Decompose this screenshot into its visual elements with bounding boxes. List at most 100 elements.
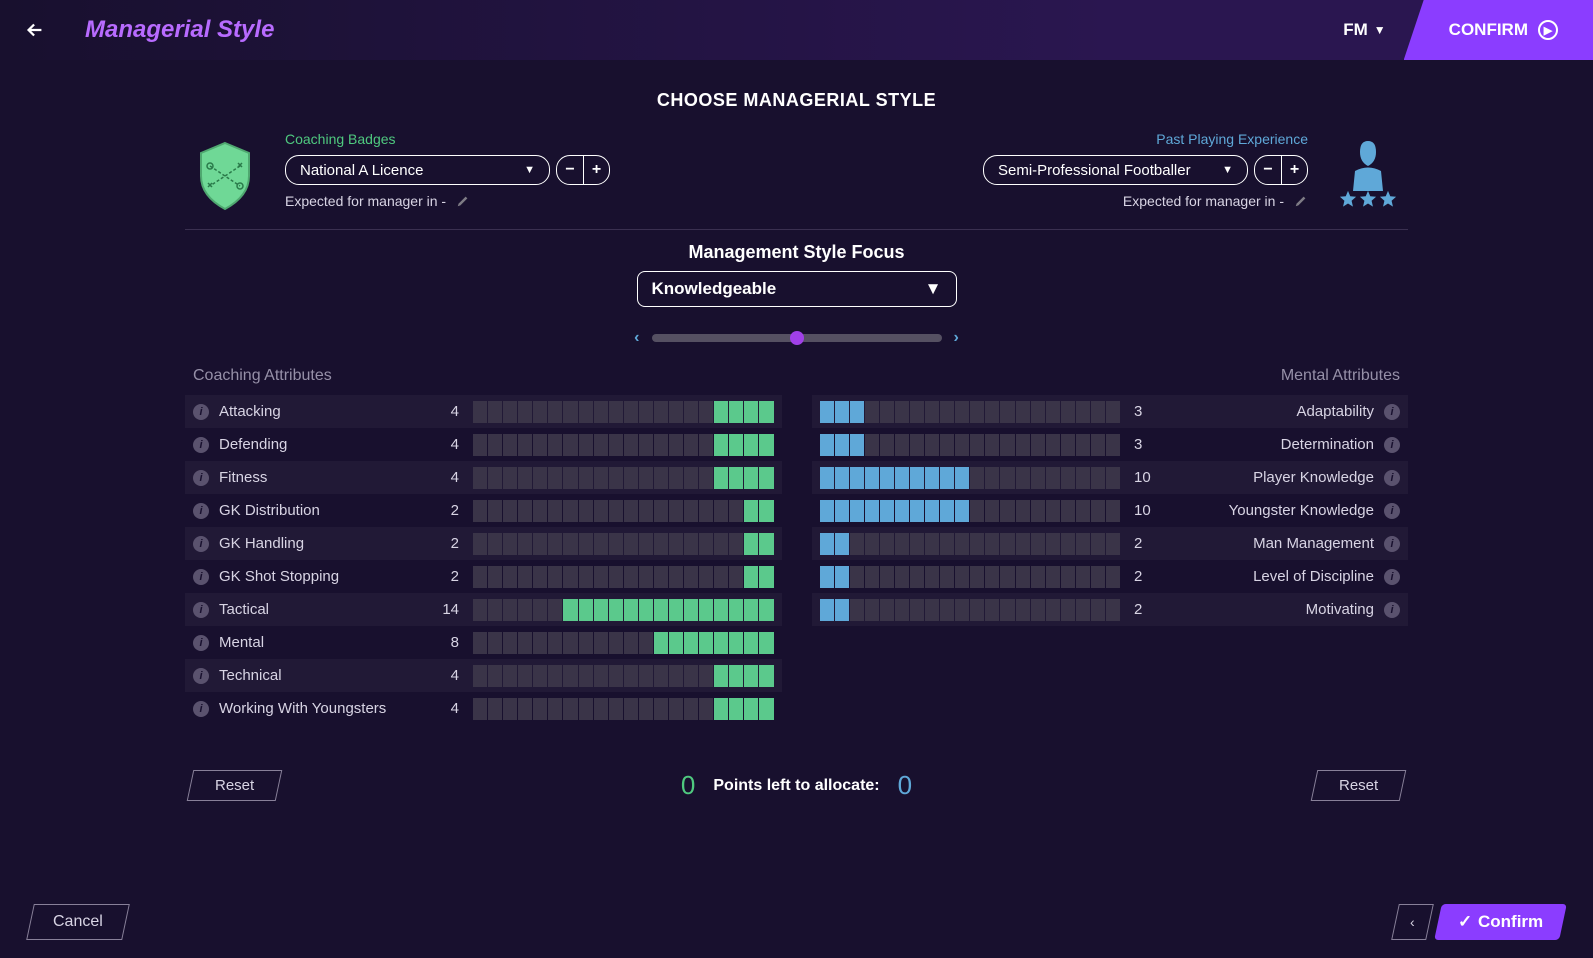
attribute-bar[interactable]: [820, 599, 1121, 621]
info-icon[interactable]: i: [193, 569, 209, 585]
attribute-bar[interactable]: [820, 500, 1121, 522]
info-icon[interactable]: i: [1384, 503, 1400, 519]
reset-mental-button[interactable]: Reset: [1311, 770, 1407, 801]
attribute-value: 2: [1134, 601, 1164, 618]
info-icon[interactable]: i: [1384, 536, 1400, 552]
mental-attrs-header: Mental Attributes: [812, 367, 1409, 385]
attribute-bar[interactable]: [820, 533, 1121, 555]
attribute-bar[interactable]: [473, 599, 774, 621]
slider-left[interactable]: ‹: [634, 329, 639, 347]
attribute-value: 2: [429, 502, 459, 519]
attribute-value: 10: [1134, 469, 1164, 486]
cancel-button[interactable]: Cancel: [26, 904, 129, 940]
coaching-expected: Expected for manager in -: [285, 193, 610, 209]
info-icon[interactable]: i: [193, 635, 209, 651]
attribute-bar[interactable]: [473, 467, 774, 489]
points-left: 0: [681, 770, 695, 801]
attribute-row: iDefending4: [185, 428, 782, 461]
info-icon[interactable]: i: [1384, 437, 1400, 453]
focus-select[interactable]: Knowledgeable ▼: [637, 271, 957, 307]
coaching-badges-column: Coaching Badges National A Licence ▼ − +…: [285, 131, 610, 209]
attribute-row: i Tactical 14: [185, 593, 782, 626]
attribute-bar[interactable]: [820, 566, 1121, 588]
slider-right[interactable]: ›: [954, 329, 959, 347]
attribute-bar[interactable]: [473, 566, 774, 588]
info-icon[interactable]: i: [193, 404, 209, 420]
attribute-row: iGK Shot Stopping2: [185, 560, 782, 593]
info-icon[interactable]: i: [1384, 404, 1400, 420]
info-icon[interactable]: i: [1384, 569, 1400, 585]
attribute-bar[interactable]: [473, 401, 774, 423]
attribute-name: Tactical: [219, 601, 419, 618]
attribute-name: GK Handling: [219, 535, 419, 552]
attribute-value: 14: [429, 601, 459, 618]
info-icon[interactable]: i: [193, 602, 209, 618]
attribute-bar[interactable]: [820, 467, 1121, 489]
info-icon[interactable]: i: [193, 701, 209, 717]
past-experience-minus[interactable]: −: [1255, 156, 1281, 184]
attribute-bar[interactable]: [820, 401, 1121, 423]
info-icon[interactable]: i: [193, 536, 209, 552]
attribute-name: Adaptability: [1174, 403, 1374, 420]
attribute-row: 2Level of Disciplinei: [812, 560, 1409, 593]
footer: Cancel ‹ ✓ Confirm: [0, 904, 1593, 940]
attribute-name: Mental: [219, 634, 419, 651]
focus-value: Knowledgeable: [652, 279, 777, 299]
past-experience-label: Past Playing Experience: [983, 131, 1308, 147]
points-allocate: 0 Points left to allocate: 0: [681, 770, 912, 801]
attribute-value: 2: [1134, 568, 1164, 585]
attribute-value: 3: [1134, 403, 1164, 420]
attribute-bar[interactable]: [473, 698, 774, 720]
footer-back-button[interactable]: ‹: [1391, 904, 1433, 940]
fm-dropdown[interactable]: FM ▼: [1325, 20, 1403, 40]
player-silhouette-icon: [1328, 131, 1408, 208]
past-experience-column: Past Playing Experience Semi-Professiona…: [983, 131, 1308, 209]
attribute-name: Fitness: [219, 469, 419, 486]
attribute-bar[interactable]: [820, 434, 1121, 456]
chevron-down-icon: ▼: [524, 164, 535, 176]
rating-stars: [1339, 190, 1397, 208]
slider-thumb[interactable]: [790, 331, 804, 345]
attribute-bar[interactable]: [473, 632, 774, 654]
attribute-value: 4: [429, 403, 459, 420]
past-experience-select[interactable]: Semi-Professional Footballer ▼: [983, 155, 1248, 185]
reset-coaching-button[interactable]: Reset: [187, 770, 283, 801]
slider-track[interactable]: [652, 334, 942, 342]
coaching-badges-stepper: − +: [556, 155, 610, 185]
info-icon[interactable]: i: [193, 503, 209, 519]
attribute-bar[interactable]: [473, 434, 774, 456]
edit-icon[interactable]: [456, 194, 470, 208]
info-icon[interactable]: i: [1384, 602, 1400, 618]
attribute-bar[interactable]: [473, 665, 774, 687]
focus-slider: ‹ ›: [185, 329, 1408, 347]
attribute-bar[interactable]: [473, 533, 774, 555]
attribute-name: Determination: [1174, 436, 1374, 453]
coaching-badges-select[interactable]: National A Licence ▼: [285, 155, 550, 185]
attribute-name: Player Knowledge: [1174, 469, 1374, 486]
attribute-row: 2Man Managementi: [812, 527, 1409, 560]
chevron-down-icon: ▼: [925, 279, 942, 299]
edit-icon[interactable]: [1294, 194, 1308, 208]
experience-expected-text: Expected for manager in -: [1123, 193, 1284, 209]
attribute-name: GK Shot Stopping: [219, 568, 419, 585]
attribute-name: Attacking: [219, 403, 419, 420]
experience-expected: Expected for manager in -: [983, 193, 1308, 209]
attribute-row: i Attacking 4: [185, 395, 782, 428]
attribute-row: iGK Distribution2: [185, 494, 782, 527]
back-button[interactable]: [15, 10, 55, 50]
attribute-row: 10 Player Knowledge i: [812, 461, 1409, 494]
past-experience-plus[interactable]: +: [1281, 156, 1307, 184]
coaching-attrs-header: Coaching Attributes: [185, 367, 782, 385]
confirm-button[interactable]: ✓ Confirm: [1434, 904, 1567, 940]
info-icon[interactable]: i: [193, 668, 209, 684]
attribute-value: 4: [429, 469, 459, 486]
confirm-top-button[interactable]: CONFIRM ▶: [1404, 0, 1593, 60]
info-icon[interactable]: i: [193, 470, 209, 486]
attribute-row: iMental8: [185, 626, 782, 659]
footer-right: ‹ ✓ Confirm: [1395, 904, 1563, 940]
coaching-badges-minus[interactable]: −: [557, 156, 583, 184]
info-icon[interactable]: i: [193, 437, 209, 453]
coaching-badges-plus[interactable]: +: [583, 156, 609, 184]
attribute-bar[interactable]: [473, 500, 774, 522]
info-icon[interactable]: i: [1384, 470, 1400, 486]
